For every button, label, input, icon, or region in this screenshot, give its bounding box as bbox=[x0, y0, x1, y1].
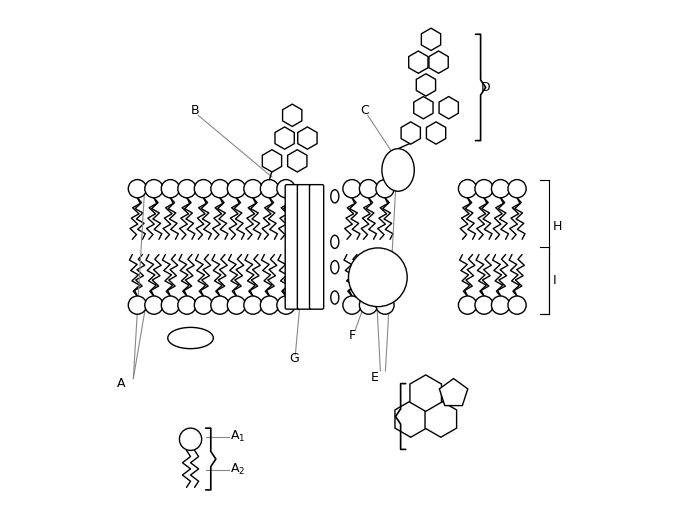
Ellipse shape bbox=[331, 291, 339, 304]
Text: C: C bbox=[360, 104, 368, 117]
Text: E: E bbox=[370, 371, 378, 383]
Circle shape bbox=[244, 180, 262, 198]
Polygon shape bbox=[416, 74, 435, 96]
Polygon shape bbox=[409, 51, 428, 73]
Circle shape bbox=[179, 428, 202, 450]
Circle shape bbox=[178, 180, 196, 198]
Circle shape bbox=[128, 296, 146, 314]
Circle shape bbox=[343, 296, 361, 314]
Ellipse shape bbox=[331, 235, 339, 248]
Circle shape bbox=[195, 296, 213, 314]
Circle shape bbox=[195, 180, 213, 198]
Circle shape bbox=[475, 296, 493, 314]
Circle shape bbox=[359, 296, 377, 314]
Polygon shape bbox=[425, 401, 456, 437]
Circle shape bbox=[145, 296, 163, 314]
Text: D: D bbox=[481, 81, 490, 94]
Circle shape bbox=[458, 296, 477, 314]
Polygon shape bbox=[414, 97, 433, 119]
Text: I: I bbox=[553, 274, 556, 287]
Text: A: A bbox=[117, 377, 125, 390]
Polygon shape bbox=[429, 51, 448, 73]
Polygon shape bbox=[401, 122, 421, 144]
FancyBboxPatch shape bbox=[285, 185, 300, 309]
Circle shape bbox=[276, 180, 295, 198]
Polygon shape bbox=[275, 127, 294, 149]
Circle shape bbox=[376, 296, 394, 314]
Circle shape bbox=[491, 296, 510, 314]
Polygon shape bbox=[421, 28, 440, 50]
Ellipse shape bbox=[331, 190, 339, 203]
Ellipse shape bbox=[168, 327, 214, 349]
Text: H: H bbox=[553, 220, 562, 233]
Circle shape bbox=[161, 296, 179, 314]
FancyBboxPatch shape bbox=[298, 185, 312, 309]
Circle shape bbox=[244, 296, 262, 314]
Circle shape bbox=[349, 248, 407, 306]
Ellipse shape bbox=[382, 149, 414, 191]
Circle shape bbox=[376, 180, 394, 198]
Text: G: G bbox=[289, 352, 299, 365]
FancyBboxPatch shape bbox=[309, 185, 323, 309]
Circle shape bbox=[475, 180, 493, 198]
Polygon shape bbox=[439, 97, 458, 119]
Circle shape bbox=[508, 296, 526, 314]
Circle shape bbox=[343, 180, 361, 198]
Circle shape bbox=[145, 180, 163, 198]
Text: B: B bbox=[190, 104, 199, 117]
Circle shape bbox=[211, 296, 229, 314]
Text: A$_2$: A$_2$ bbox=[230, 462, 245, 477]
Polygon shape bbox=[298, 127, 317, 149]
Polygon shape bbox=[410, 375, 442, 411]
Circle shape bbox=[260, 180, 279, 198]
Circle shape bbox=[458, 180, 477, 198]
Circle shape bbox=[161, 180, 179, 198]
Circle shape bbox=[128, 180, 146, 198]
Circle shape bbox=[491, 180, 510, 198]
Polygon shape bbox=[395, 401, 426, 437]
Circle shape bbox=[359, 180, 377, 198]
Polygon shape bbox=[288, 150, 307, 172]
Polygon shape bbox=[426, 122, 446, 144]
Circle shape bbox=[508, 180, 526, 198]
Circle shape bbox=[228, 180, 246, 198]
Text: F: F bbox=[349, 329, 356, 342]
Ellipse shape bbox=[331, 261, 339, 274]
Circle shape bbox=[228, 296, 246, 314]
Polygon shape bbox=[283, 104, 302, 126]
Circle shape bbox=[178, 296, 196, 314]
Circle shape bbox=[260, 296, 279, 314]
Polygon shape bbox=[440, 379, 468, 406]
Text: A$_1$: A$_1$ bbox=[230, 429, 246, 444]
Circle shape bbox=[211, 180, 229, 198]
Circle shape bbox=[276, 296, 295, 314]
Polygon shape bbox=[262, 150, 281, 172]
